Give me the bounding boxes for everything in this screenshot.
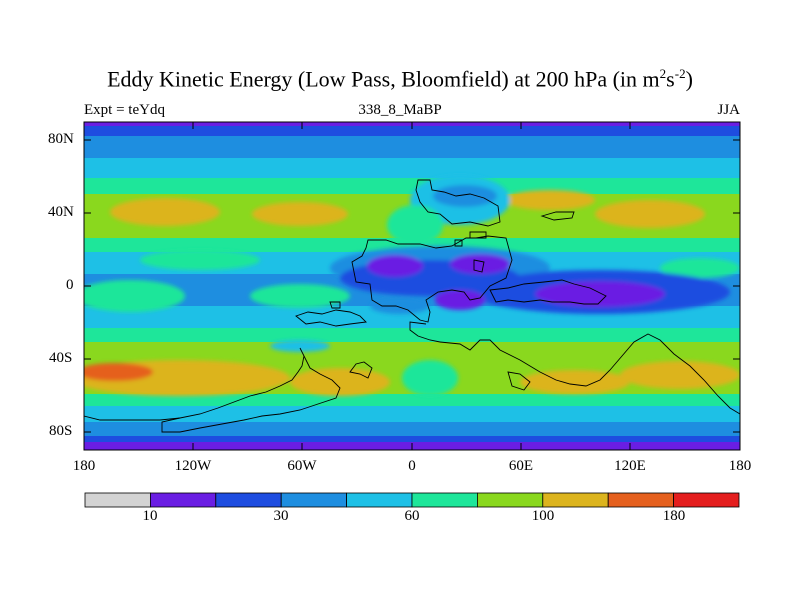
colorbar-label: 10 [142,508,158,524]
run-label: 338_8_MaBP [358,102,442,118]
colorbar-swatch [149,492,217,508]
colorbar [84,492,740,508]
lon-tick-label: 180 [728,458,752,474]
lon-tick-label: 180 [72,458,96,474]
lon-tick-label: 120W [174,458,212,474]
colorbar-swatch [84,492,151,508]
colorbar-label: 30 [273,508,289,524]
season-label: JJA [717,102,740,118]
colorbar-swatch [673,492,740,508]
colorbar-label: 60 [404,508,420,524]
colorbar-swatch [607,492,675,508]
lon-tick-label: 0 [408,458,416,474]
lat-tick-label: 0 [66,277,74,293]
colorbar-swatch [215,492,282,508]
colorbar-label: 100 [531,508,555,524]
colorbar-swatch [476,492,544,508]
lat-tick-label: 40N [48,204,74,220]
eke-contour-field [84,122,740,450]
colorbar-label: 180 [662,508,686,524]
axis-ticks [84,122,740,450]
lat-tick-label: 40S [49,350,73,366]
colorbar-swatch [411,492,478,508]
coastline-outlines [84,179,740,433]
lon-tick-label: 120E [614,458,646,474]
lat-tick-label: 80N [48,131,74,147]
lon-tick-label: 60E [508,458,534,474]
map-title: Eddy Kinetic Energy (Low Pass, Bloomfiel… [107,66,693,92]
colorbar-swatch [280,492,348,508]
colorbar-swatch [346,492,413,508]
colorbar-swatch [542,492,609,508]
lon-tick-label: 60W [287,458,317,474]
experiment-label: Expt = teYdq [84,102,165,118]
lat-tick-label: 80S [49,423,73,439]
